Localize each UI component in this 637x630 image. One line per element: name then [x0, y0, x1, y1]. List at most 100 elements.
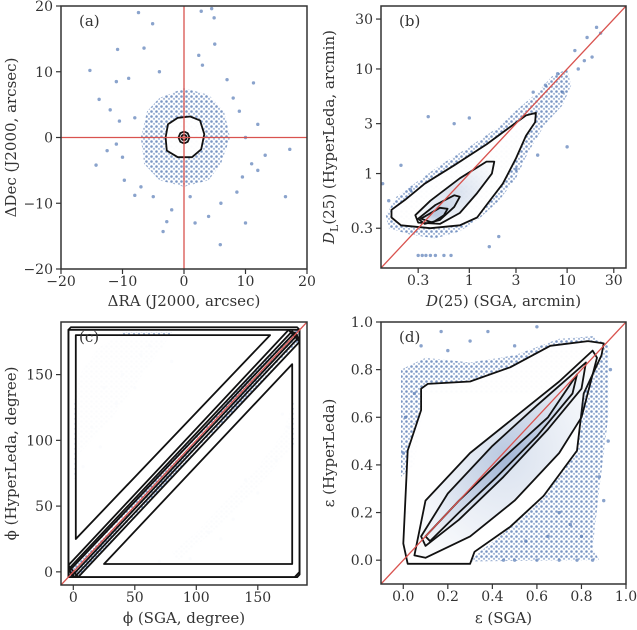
- data-point: [424, 253, 428, 258]
- axes-frame: [380, 321, 627, 585]
- data-point: [139, 185, 143, 189]
- axes-frame: [60, 321, 308, 586]
- data-point: [535, 325, 539, 329]
- x-tick-label: 1.0: [615, 589, 637, 605]
- data-point: [590, 558, 595, 562]
- x-axis-label: ε (SGA): [475, 609, 532, 627]
- x-tick-label: 150: [244, 590, 271, 606]
- data-point: [608, 367, 613, 372]
- y-tick-label: 0.8: [351, 363, 373, 379]
- x-tick-label: 0.3: [407, 273, 429, 289]
- y-axis-label-subscript: L: [328, 224, 341, 232]
- data-point: [597, 475, 601, 479]
- x-tick-label: 20: [298, 274, 316, 290]
- data-point: [416, 253, 420, 258]
- y-tick-label: 0.3: [351, 221, 373, 237]
- data-point: [115, 47, 120, 52]
- data-point: [219, 201, 223, 205]
- data-point: [136, 10, 141, 15]
- y-tick-label: 0: [44, 131, 53, 147]
- y-tick-label: −10: [23, 196, 53, 212]
- data-point: [218, 242, 222, 247]
- y-tick-label: 10: [35, 65, 53, 81]
- x-axis-label-text: (25) (SGA, arcmin): [438, 292, 581, 310]
- panel-c: 0 50 100 150 0 50 100 150 (c) ϕ (SGA, degree) ϕ (H…: [2, 321, 308, 627]
- data-point: [468, 339, 472, 343]
- data-point: [235, 190, 239, 194]
- y-tick-label: 30: [355, 12, 373, 28]
- data-point: [412, 391, 417, 396]
- data-point: [188, 194, 192, 199]
- data-point: [487, 244, 491, 249]
- data-point: [133, 193, 137, 198]
- data-point: [568, 522, 573, 527]
- data-point: [575, 558, 579, 562]
- y-tick-label: 0.2: [351, 506, 373, 522]
- data-point: [546, 534, 550, 539]
- x-tick-label: 0: [69, 590, 78, 606]
- data-point: [514, 167, 518, 171]
- data-point: [512, 344, 517, 348]
- reference-line: [381, 6, 626, 268]
- data-point: [486, 329, 490, 334]
- data-point: [225, 77, 229, 82]
- data-point: [165, 219, 169, 224]
- panel-d: 0.0 0.2 0.4 0.6 0.8 1.0 0.0 0.2 0.4 0.6 0.8 1.0 (d) ε…: [320, 315, 637, 627]
- x-tick-label: 0.2: [437, 589, 459, 605]
- y-tick-label: 100: [26, 433, 53, 449]
- x-tick-label: 0.6: [526, 589, 548, 605]
- data-point: [387, 199, 391, 203]
- x-tick-label: 0: [180, 274, 189, 290]
- x-axis-label: ϕ (SGA, degree): [123, 609, 245, 627]
- data-point: [428, 253, 433, 258]
- data-point: [446, 348, 450, 353]
- y-tick-label: −20: [23, 262, 53, 278]
- density-contour: [424, 373, 578, 542]
- y-axis-label: ε (HyperLeda): [320, 399, 338, 508]
- data-point: [94, 163, 98, 167]
- panel-a: −20 −10 0 10 20 −20 −10 0 10 20 (a) ΔRA (J2000, arc…: [2, 0, 316, 310]
- data-point: [126, 76, 131, 81]
- data-point: [105, 148, 109, 153]
- data-point: [419, 344, 423, 348]
- panel-label: (c): [79, 328, 99, 346]
- x-axis-label: ΔRA (J2000, arcsec): [108, 292, 261, 310]
- y-tick-label: 0.6: [351, 410, 373, 426]
- x-axis-label-symbol: D: [425, 292, 438, 310]
- y-axis-label: ΔDec (J2000, arcsec): [2, 58, 20, 218]
- data-point: [263, 153, 267, 157]
- x-tick-label: 0.4: [481, 589, 503, 605]
- data-point: [133, 116, 137, 120]
- panel-label: (a): [79, 12, 100, 30]
- data-point: [467, 116, 472, 120]
- data-point: [237, 109, 242, 113]
- data-point: [543, 83, 548, 87]
- data-point: [288, 147, 292, 152]
- data-point: [420, 253, 424, 258]
- data-point: [150, 22, 155, 26]
- y-tick-label: 20: [35, 0, 53, 15]
- data-point: [560, 90, 565, 94]
- data-point: [161, 229, 165, 234]
- data-point: [117, 119, 122, 123]
- data-point: [399, 163, 403, 167]
- data-point: [449, 253, 453, 258]
- data-point: [157, 70, 162, 74]
- x-tick-label: 10: [558, 273, 576, 289]
- density-contour: [67, 330, 300, 578]
- x-axis-label: D(25) (SGA, arcmin): [425, 292, 581, 310]
- panel-label: (d): [399, 328, 420, 346]
- data-point: [501, 558, 506, 562]
- data-point: [535, 558, 539, 562]
- x-tick-label: −20: [46, 274, 76, 290]
- y-axis-label-text: (25) (HyperLeda, arcmin): [320, 30, 338, 225]
- x-tick-label: 30: [605, 273, 623, 289]
- data-point: [249, 162, 254, 166]
- y-tick-label: 150: [26, 368, 53, 384]
- y-tick-label: 1.0: [351, 315, 373, 331]
- data-point: [170, 208, 174, 212]
- y-tick-label: 0.0: [351, 553, 373, 569]
- data-point: [606, 439, 610, 443]
- data-point: [442, 253, 446, 258]
